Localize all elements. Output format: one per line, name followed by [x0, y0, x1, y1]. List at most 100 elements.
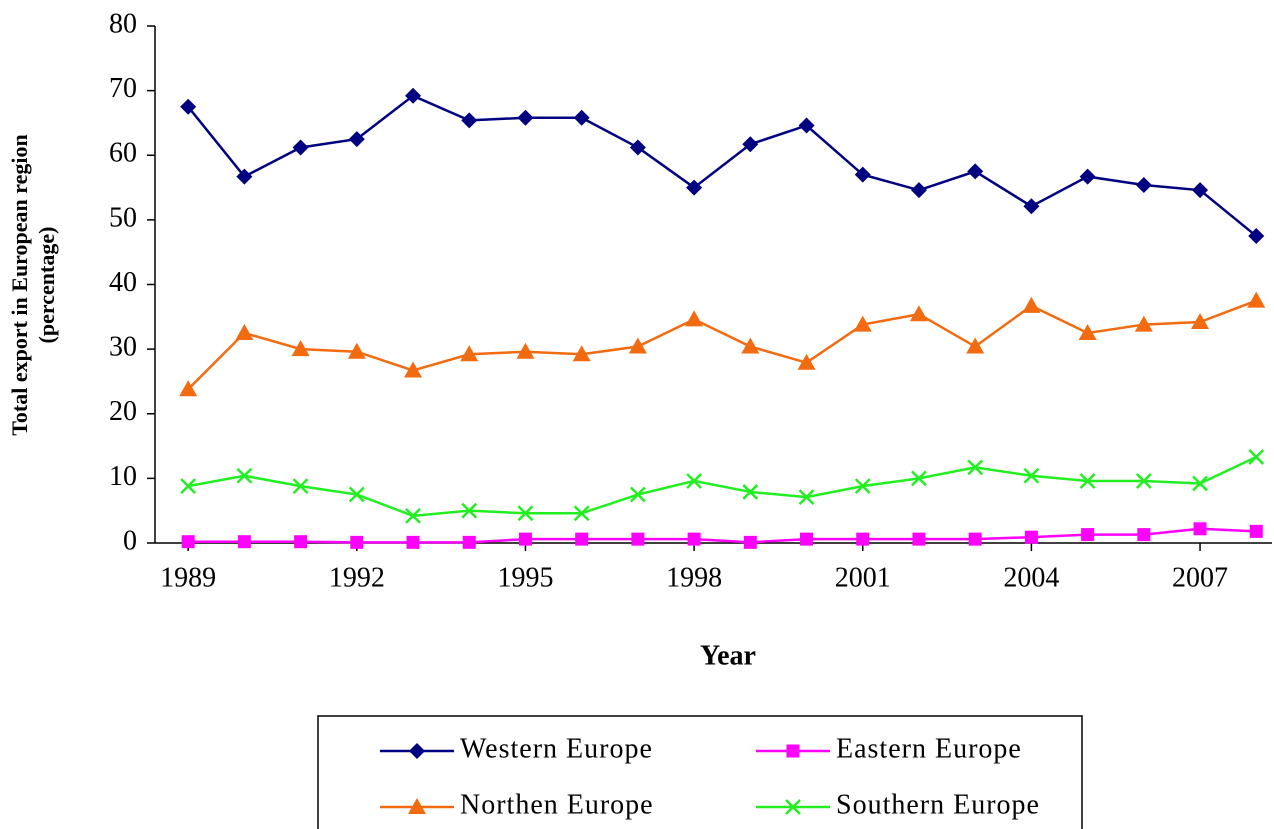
x-tick-label: 1995 [497, 562, 553, 593]
point [1248, 449, 1265, 465]
y-tick-label: 60 [109, 138, 137, 169]
point [292, 478, 309, 495]
point [461, 112, 478, 129]
point [572, 345, 591, 362]
point [1192, 182, 1209, 199]
point [968, 532, 982, 546]
point [405, 87, 422, 104]
x-tick-label: 2004 [1003, 562, 1059, 593]
point [406, 535, 420, 549]
point [1137, 528, 1151, 542]
point [911, 470, 927, 487]
point [460, 345, 479, 362]
x-tick-label: 1992 [329, 562, 385, 593]
legend-label: Eastern Europe [836, 733, 1022, 764]
series-line [188, 527, 1257, 544]
point [629, 139, 646, 156]
point [294, 535, 308, 549]
point [853, 315, 872, 332]
point [404, 361, 423, 378]
point [686, 179, 703, 196]
point [237, 535, 251, 549]
legend-label: Southern Europe [836, 789, 1040, 820]
series-line [187, 299, 1257, 391]
x-tick-label: 2001 [835, 562, 891, 593]
point [235, 323, 254, 340]
point [1078, 323, 1097, 340]
point [967, 459, 984, 476]
point [516, 342, 535, 359]
point [966, 337, 985, 354]
point [1135, 473, 1152, 489]
point [967, 163, 984, 180]
point [856, 532, 870, 546]
point [630, 486, 646, 503]
x-tick-label: 2007 [1172, 562, 1228, 593]
point [798, 489, 815, 505]
point [180, 98, 197, 115]
point [854, 478, 871, 495]
point [179, 380, 198, 397]
point [1081, 528, 1095, 542]
point [1247, 291, 1266, 308]
legend-label: Northen Europe [460, 789, 654, 820]
point [742, 136, 759, 153]
point [517, 505, 534, 522]
y-tick-label: 10 [109, 461, 137, 492]
legend-marker [409, 743, 425, 759]
y-tick-label: 20 [109, 396, 137, 427]
point [628, 337, 647, 354]
point [236, 467, 253, 484]
point [854, 166, 871, 183]
x-axis-label: Year [700, 640, 756, 671]
point [743, 535, 757, 549]
legend-box [317, 715, 1083, 829]
x-tick-label: 1998 [666, 562, 722, 593]
point [181, 535, 195, 549]
point [350, 535, 364, 549]
legend-marker [785, 799, 801, 815]
y-axis-label: (percentage) [34, 227, 59, 344]
point [405, 507, 421, 524]
point [291, 340, 310, 357]
legend-marker [786, 744, 800, 758]
point [575, 532, 589, 546]
point [742, 484, 759, 500]
point [517, 109, 534, 126]
point [1023, 467, 1040, 484]
legend-label: Western Europe [460, 733, 653, 764]
y-tick-label: 70 [109, 73, 137, 104]
point [1249, 524, 1263, 538]
point [912, 532, 926, 546]
point [1193, 522, 1207, 536]
point [461, 502, 478, 519]
legend-marker [408, 798, 426, 814]
point [573, 109, 590, 126]
point [1023, 198, 1040, 215]
point [573, 505, 590, 522]
point [348, 486, 365, 503]
y-tick-label: 0 [123, 525, 137, 556]
y-axis-label: Total export in European region [7, 134, 32, 436]
point [631, 532, 645, 546]
point [1191, 312, 1210, 329]
point [1192, 475, 1208, 492]
point [797, 353, 816, 370]
x-tick-label: 1989 [160, 562, 216, 593]
point [236, 168, 253, 185]
point [348, 131, 365, 148]
point [518, 532, 532, 546]
point [741, 337, 760, 354]
y-tick-label: 40 [109, 267, 137, 298]
point [686, 473, 702, 489]
y-tick-label: 80 [109, 8, 137, 39]
point [180, 478, 197, 495]
point [1024, 530, 1038, 544]
point [462, 535, 476, 549]
point [910, 182, 927, 199]
point [798, 117, 815, 134]
point [1079, 473, 1096, 489]
series-line [187, 94, 1258, 237]
point [909, 305, 928, 322]
point [292, 139, 309, 156]
